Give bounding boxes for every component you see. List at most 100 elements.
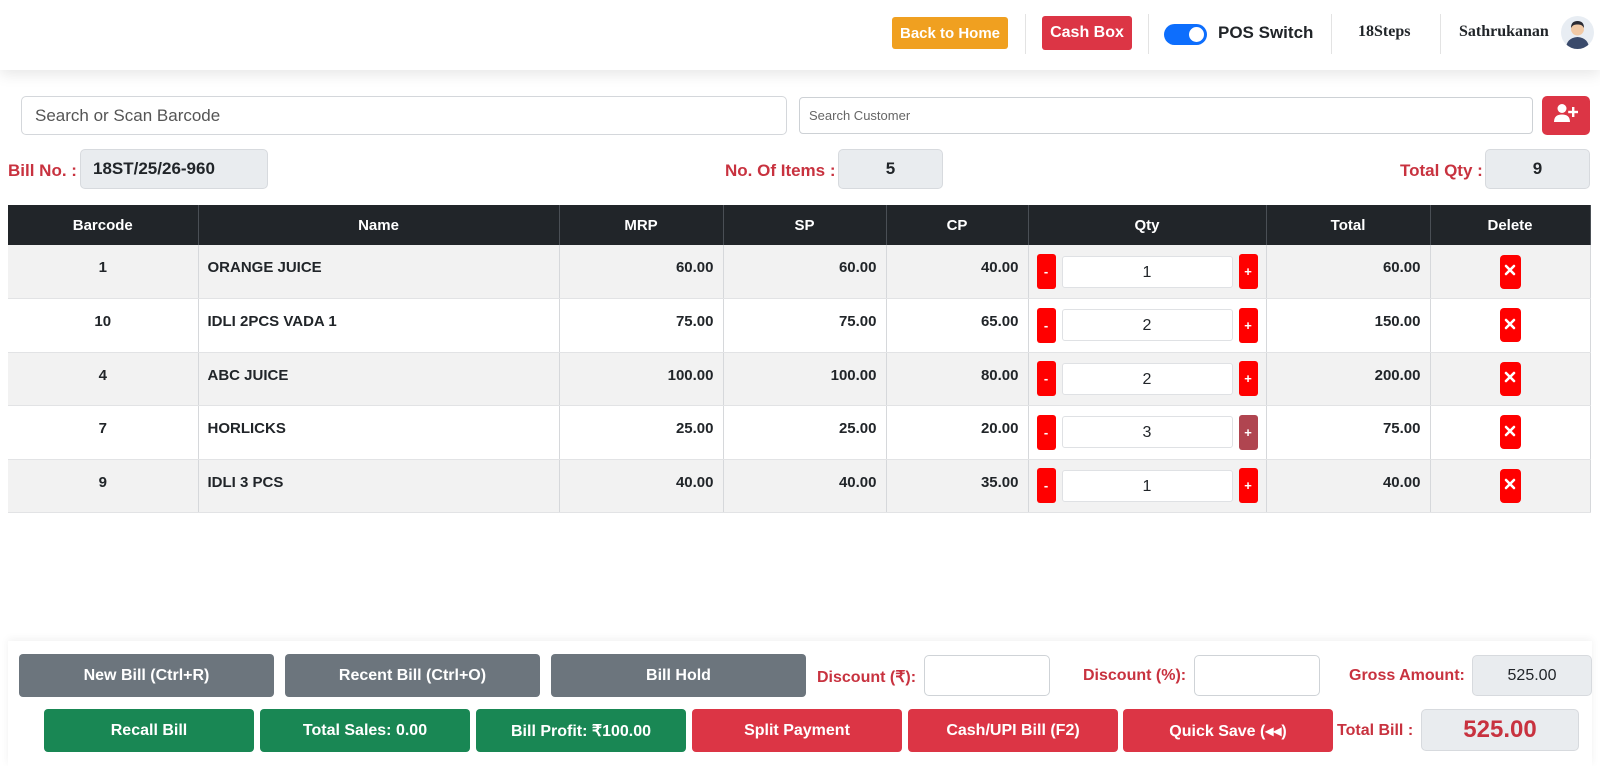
qty-cell: -1 + [1028,245,1267,299]
user-name[interactable]: Sathrukanan [1459,23,1549,40]
header-divider [1331,14,1332,54]
recall-bill-button[interactable]: Recall Bill [44,709,254,752]
top-header: Back to Home Cash Box POS Switch 18Steps… [0,0,1600,70]
quick-save-button[interactable]: Quick Save (◂◂) [1123,709,1333,752]
delete-cell [1430,405,1591,460]
item-name-cell: ABC JUICE [198,352,560,406]
delete-row-button[interactable] [1499,308,1521,343]
qty-cell: -1 + [1028,459,1267,513]
qty-input[interactable]: 3 [1061,416,1233,449]
company-name: 18Steps [1358,23,1411,40]
discount-percent-label: Discount (%): [1083,667,1187,684]
qty-decrease-button[interactable]: - [1036,468,1056,504]
discount-percent-input[interactable] [1194,655,1320,696]
mrp-cell: 75.00 [559,298,724,353]
item-name-cell: ORANGE JUICE [198,245,560,299]
bill-hold-button[interactable]: Bill Hold [551,654,806,697]
pos-switch-label: POS Switch [1218,23,1314,42]
sp-cell: 40.00 [723,459,887,513]
column-header: Qty [1028,205,1267,245]
total-sales-button[interactable]: Total Sales: 0.00 [260,709,470,752]
close-icon [1504,263,1516,280]
header-divider [1440,14,1441,54]
pos-switch-toggle[interactable] [1164,24,1207,45]
qty-stepper: -2 + [1029,307,1266,343]
barcode-cell: 4 [8,352,199,406]
qty-input[interactable]: 1 [1061,469,1233,502]
cp-cell: 80.00 [886,352,1029,406]
item-name-cell: IDLI 2PCS VADA 1 [198,298,560,353]
new-bill-button[interactable]: New Bill (Ctrl+R) [19,654,274,697]
column-header: Delete [1430,205,1591,245]
delete-cell [1430,459,1591,513]
qty-increase-button[interactable]: + [1238,414,1258,450]
recent-bill-button[interactable]: Recent Bill (Ctrl+O) [285,654,540,697]
add-customer-button[interactable] [1542,96,1590,135]
barcode-cell: 7 [8,405,199,460]
delete-row-button[interactable] [1499,254,1521,289]
qty-stepper: -3 + [1029,414,1266,450]
delete-row-button[interactable] [1499,361,1521,396]
total-bill-value: 525.00 [1421,709,1579,751]
column-header: Barcode [8,205,199,245]
qty-cell: -2 + [1028,352,1267,406]
column-header: MRP [559,205,724,245]
delete-row-button[interactable] [1499,468,1521,503]
qty-increase-button[interactable]: + [1238,468,1258,504]
barcode-search-input[interactable] [21,96,787,135]
discount-amount-input[interactable] [924,655,1050,696]
customer-search-input[interactable] [799,97,1533,134]
user-avatar-icon[interactable] [1561,16,1594,49]
cp-cell: 20.00 [886,405,1029,460]
total-cell: 200.00 [1266,352,1431,406]
split-payment-button[interactable]: Split Payment [692,709,902,752]
cash-upi-bill-button[interactable]: Cash/UPI Bill (F2) [908,709,1118,752]
cp-cell: 35.00 [886,459,1029,513]
qty-input[interactable]: 1 [1061,255,1233,288]
barcode-cell: 1 [8,245,199,299]
column-header: CP [886,205,1029,245]
qty-increase-button[interactable]: + [1238,254,1258,289]
qty-increase-button[interactable]: + [1238,307,1258,343]
total-qty-value: 9 [1485,149,1590,189]
qty-stepper: -2 + [1029,361,1266,397]
qty-decrease-button[interactable]: - [1036,254,1056,289]
qty-decrease-button[interactable]: - [1036,414,1056,450]
sp-cell: 75.00 [723,298,887,353]
total-cell: 40.00 [1266,459,1431,513]
total-bill-label: Total Bill : [1337,722,1414,739]
bill-no-label: Bill No. : [8,161,77,180]
user-plus-icon [1554,103,1579,128]
close-icon [1504,370,1516,387]
delete-row-button[interactable] [1499,415,1521,450]
total-cell: 60.00 [1266,245,1431,299]
sp-cell: 100.00 [723,352,887,406]
mrp-cell: 40.00 [559,459,724,513]
barcode-cell: 9 [8,459,199,513]
qty-increase-button[interactable]: + [1238,361,1258,397]
delete-cell [1430,298,1591,353]
qty-input[interactable]: 2 [1061,362,1233,395]
qty-decrease-button[interactable]: - [1036,361,1056,397]
total-qty-label: Total Qty : [1400,161,1483,180]
qty-input[interactable]: 2 [1061,309,1233,342]
bill-footer: New Bill (Ctrl+R) Recent Bill (Ctrl+O) B… [8,641,1592,766]
items-count-label: No. Of Items : [725,161,836,180]
qty-cell: -2 + [1028,298,1267,353]
bill-profit-button[interactable]: Bill Profit: ₹100.00 [476,709,686,752]
header-divider [1148,14,1149,54]
column-header: Total [1266,205,1431,245]
total-cell: 75.00 [1266,405,1431,460]
qty-stepper: -1 + [1029,468,1266,504]
table-row: 9 IDLI 3 PCS 40.00 40.00 35.00-1 +40.00 [8,459,1591,513]
mrp-cell: 60.00 [559,245,724,299]
cash-box-button[interactable]: Cash Box [1042,16,1132,50]
qty-decrease-button[interactable]: - [1036,307,1056,343]
delete-cell [1430,245,1591,299]
toggle-knob [1189,27,1204,42]
sp-cell: 25.00 [723,405,887,460]
gross-amount-label: Gross Amount: [1349,667,1465,684]
header-divider [1025,14,1026,54]
table-header-row: Barcode Name MRP SP CP Qty Total Delete [8,205,1591,245]
back-to-home-button[interactable]: Back to Home [892,17,1008,49]
